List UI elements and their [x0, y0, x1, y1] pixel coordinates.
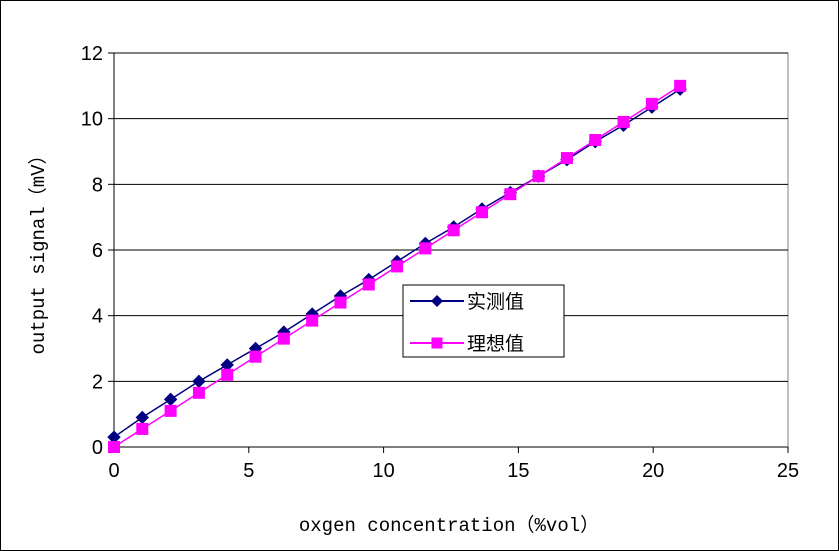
x-tick-label: 20	[642, 460, 664, 482]
x-tick-label: 0	[108, 460, 119, 482]
y-tick-label: 0	[92, 437, 103, 459]
data-point-ideal	[136, 422, 149, 435]
legend-label-measured: 实测值	[467, 291, 524, 313]
legend-marker-measured	[431, 295, 443, 307]
data-point-ideal	[532, 170, 545, 183]
data-point-ideal	[391, 260, 404, 273]
legend-label-ideal: 理想值	[467, 333, 524, 355]
data-point-ideal	[108, 441, 120, 453]
y-tick-label: 2	[92, 371, 103, 393]
data-point-ideal	[560, 152, 573, 165]
y-tick-label: 6	[92, 240, 103, 262]
y-tick-label: 12	[81, 43, 103, 65]
axes: 0 2 4 6 8 10 12 0 5 10 15 20 25	[81, 43, 799, 482]
y-tick-label: 8	[92, 174, 103, 196]
data-point-ideal	[674, 79, 687, 92]
data-point-ideal	[192, 386, 205, 399]
y-tick-label: 4	[92, 306, 103, 328]
data-point-ideal	[334, 296, 347, 309]
data-point-ideal	[164, 404, 177, 417]
x-tick-label: 5	[243, 460, 254, 482]
data-point-ideal	[277, 332, 290, 345]
data-point-ideal	[419, 242, 432, 255]
series-layer	[107, 79, 687, 453]
x-tick-label: 25	[777, 460, 799, 482]
legend-marker-ideal	[431, 337, 443, 349]
data-point-ideal	[306, 314, 319, 327]
y-tick-label: 10	[81, 109, 103, 131]
y-axis-title: output signal（mV）	[27, 145, 50, 354]
x-tick-label: 10	[372, 460, 394, 482]
data-point-ideal	[589, 134, 602, 147]
data-point-ideal	[476, 206, 489, 219]
legend-box	[402, 284, 565, 358]
data-point-ideal	[362, 278, 375, 291]
legend: 实测值 理想值	[402, 284, 565, 358]
data-point-ideal	[249, 350, 262, 363]
data-point-ideal	[447, 224, 460, 237]
data-point-ideal	[645, 97, 658, 110]
x-tick-label: 15	[507, 460, 529, 482]
data-point-ideal	[504, 188, 517, 201]
data-point-ideal	[617, 115, 630, 128]
data-point-ideal	[221, 368, 234, 381]
x-axis-title: oxgen concentration（%vol）	[299, 514, 599, 537]
